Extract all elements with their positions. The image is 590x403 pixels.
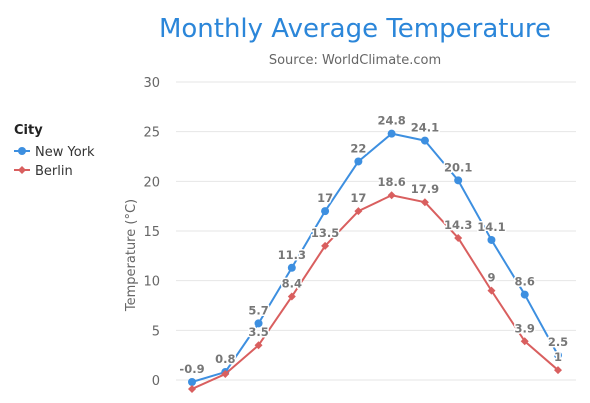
data-point-new-york [321, 207, 330, 216]
data-label-new-york: -0.9 [179, 362, 204, 376]
y-tick-label: 25 [143, 126, 160, 141]
data-point-new-york [520, 290, 529, 299]
y-axis-ticks: 0 5 10 15 20 25 30 [143, 76, 160, 389]
data-point-berlin [554, 366, 562, 375]
series-new-york [188, 129, 562, 386]
series-berlin [188, 191, 562, 393]
y-axis-title: Temperature (°C) [124, 199, 139, 312]
chart-title: Monthly Average Temperature [159, 14, 551, 44]
data-point-new-york [387, 129, 396, 138]
legend-items: New York Berlin [14, 145, 95, 179]
y-tick-label: 10 [143, 275, 160, 290]
data-label-new-york: 24.8 [377, 114, 405, 128]
data-point-berlin [221, 370, 230, 379]
data-point-berlin [188, 384, 196, 393]
data-point-new-york [487, 235, 496, 244]
data-point-berlin [454, 233, 463, 242]
chart-subtitle: Source: WorldClimate.com [269, 53, 441, 68]
data-point-berlin [321, 241, 330, 250]
data-point-berlin [420, 198, 429, 207]
legend-marker [18, 147, 26, 155]
data-label-berlin: 17 [350, 191, 366, 205]
data-label-berlin: 14.3 [444, 218, 472, 232]
y-tick-label: 20 [143, 175, 160, 190]
legend-label: Berlin [35, 164, 73, 179]
legend-label: New York [35, 145, 95, 160]
data-label-berlin: 3.5 [248, 325, 268, 339]
data-point-berlin [354, 207, 363, 216]
y-tick-label: 15 [143, 225, 160, 240]
data-point-berlin [487, 286, 496, 295]
data-label-new-york: 22 [350, 141, 366, 155]
data-label-berlin: 3.9 [515, 321, 535, 335]
data-label-new-york: 24.1 [411, 121, 439, 135]
data-label-new-york: 17 [317, 191, 333, 205]
data-labels: -0.9 0.8 5.7 11.3 17 22 24.8 24.1 20.1 14.1 8.6 2.5… [178, 112, 570, 377]
data-label-berlin: 17.9 [411, 182, 439, 196]
data-point-new-york [287, 263, 296, 272]
series-line-berlin [191, 194, 559, 390]
data-point-new-york [188, 377, 196, 386]
data-point-new-york [554, 351, 562, 360]
data-point-berlin [254, 341, 263, 350]
data-label-new-york: 11.3 [278, 248, 306, 262]
data-label-new-york: 0.8 [215, 352, 235, 366]
legend: City New York Berlin [14, 123, 95, 179]
data-label-berlin: 9 [487, 271, 495, 285]
data-label-berlin: 8.4 [282, 277, 302, 291]
y-tick-label: 30 [143, 76, 160, 91]
series-line-new-york [191, 132, 559, 383]
data-point-new-york [354, 157, 363, 166]
series-layer [188, 129, 562, 393]
data-label-new-york: 5.7 [248, 303, 268, 317]
data-label-new-york: 2.5 [548, 335, 568, 349]
legend-marker [18, 166, 26, 174]
data-point-new-york [254, 319, 263, 328]
data-point-berlin [387, 191, 396, 200]
data-point-new-york [454, 176, 463, 185]
data-point-berlin [287, 292, 296, 301]
gridlines [176, 81, 576, 381]
data-point-berlin [520, 337, 529, 346]
data-label-berlin: 1 [554, 350, 562, 364]
legend-item-berlin[interactable]: Berlin [14, 164, 73, 179]
y-tick-label: 0 [152, 374, 160, 389]
data-label-new-york: 14.1 [477, 220, 505, 234]
data-label-new-york: 8.6 [515, 275, 535, 289]
legend-item-new-york[interactable]: New York [14, 145, 95, 160]
data-label-berlin: 13.5 [311, 226, 339, 240]
data-label-new-york: 20.1 [444, 160, 472, 174]
data-point-new-york [420, 136, 429, 145]
y-tick-label: 5 [152, 324, 160, 339]
data-label-berlin: 18.6 [377, 175, 405, 189]
legend-title: City [14, 123, 43, 138]
